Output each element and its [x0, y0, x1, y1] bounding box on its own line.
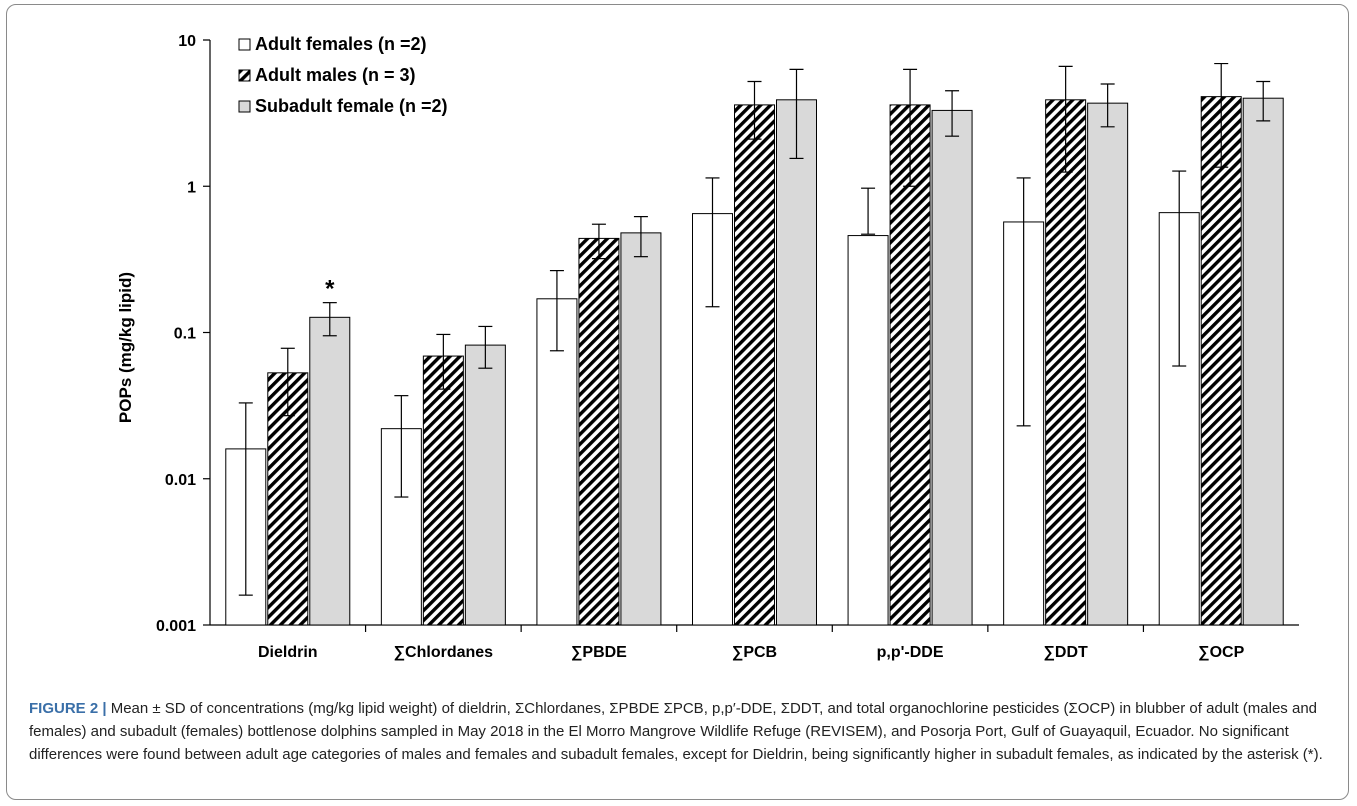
x-tick-label: p,p'-DDE — [877, 644, 944, 661]
bar — [734, 104, 775, 626]
bar — [1087, 102, 1129, 626]
x-tick-label: ∑PBDE — [571, 644, 627, 661]
bar — [422, 355, 464, 626]
bar — [847, 235, 889, 626]
y-tick-label: 1 — [187, 179, 196, 196]
legend-label: Adult females (n =2) — [255, 34, 427, 54]
bar — [536, 298, 578, 626]
bar — [578, 237, 620, 626]
y-axis-label: POPs (mg/kg lipid) — [116, 272, 135, 423]
x-tick-label: ∑PCB — [732, 644, 777, 661]
caption-label: FIGURE 2 | — [29, 700, 107, 717]
bar — [931, 109, 973, 626]
x-tick-label: ∑Chlordanes — [394, 644, 494, 661]
bar — [1045, 99, 1087, 626]
y-tick-label: 0.001 — [156, 618, 196, 635]
legend-swatch — [238, 69, 251, 82]
x-tick-label: ∑OCP — [1198, 644, 1244, 661]
y-tick-label: 0.01 — [165, 472, 196, 489]
legend-label: Adult males (n = 3) — [255, 65, 416, 85]
caption-text: Mean ± SD of concentrations (mg/kg lipid… — [29, 700, 1323, 763]
bar — [1158, 212, 1200, 626]
legend-swatch — [238, 38, 251, 51]
bar-chart: 10 1 0.1 0.01 0.001 POPs (mg/kg lipid) Dieldri… — [116, 33, 1299, 661]
legend-label: Subadult female (n =2) — [255, 96, 448, 116]
bar — [776, 99, 817, 626]
x-tick-label: ∑DDT — [1043, 644, 1088, 661]
bar — [889, 104, 931, 626]
figure-caption: FIGURE 2 | Mean ± SD of concentrations (… — [29, 697, 1329, 766]
y-tick-label: 0.1 — [174, 326, 196, 343]
bar — [620, 232, 662, 626]
x-tick-label: Dieldrin — [258, 644, 318, 661]
y-tick-label: 10 — [178, 33, 196, 50]
figure-frame: 10 1 0.1 0.01 0.001 POPs (mg/kg lipid) Dieldri… — [6, 4, 1349, 800]
legend-swatch — [238, 100, 251, 113]
bar — [309, 316, 351, 626]
bar — [380, 428, 422, 626]
bar — [464, 344, 506, 626]
bar — [1200, 96, 1242, 626]
bar — [1242, 97, 1284, 626]
significance-asterisk: * — [325, 276, 335, 303]
